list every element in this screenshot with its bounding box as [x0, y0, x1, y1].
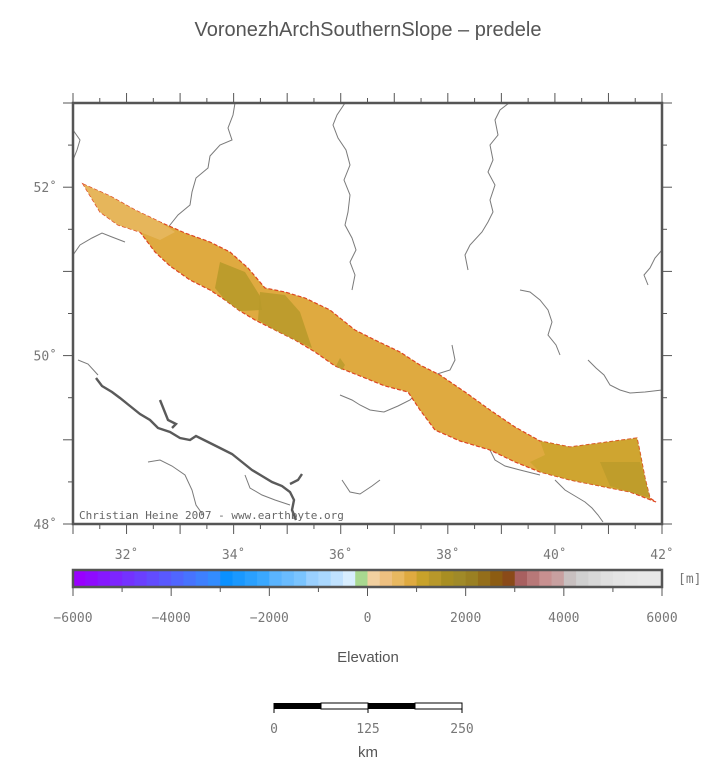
colorbar-cell — [73, 570, 86, 587]
colorbar-tick-label: −6000 — [53, 611, 92, 626]
colorbar-cell — [146, 570, 160, 587]
colorbar-cell — [244, 570, 258, 587]
colorbar-cell — [195, 570, 209, 587]
colorbar-cell — [367, 570, 381, 587]
colorbar-cell — [183, 570, 197, 587]
colorbar-cell — [404, 570, 418, 587]
colorbar-cell — [625, 570, 639, 587]
colorbar-cell — [109, 570, 123, 587]
lon-label: 42˚ — [650, 547, 673, 563]
map-ticks — [63, 93, 672, 534]
colorbar-cell — [134, 570, 148, 587]
colorbar-cell — [330, 570, 344, 587]
longitude-labels: 32˚ 34˚ 36˚ 38˚ 40˚ 42˚ — [115, 547, 674, 563]
colorbar-cell — [588, 570, 602, 587]
colorbar-cell — [465, 570, 479, 587]
lon-label: 34˚ — [222, 547, 245, 563]
map-title: VoronezhArchSouthernSlope – predele — [195, 19, 542, 41]
colorbar: [m] −6000 −4000 −2000 0 2000 4000 6000 Elevati… — [53, 568, 701, 666]
colorbar-cell — [281, 570, 295, 587]
colorbar-cell — [539, 570, 553, 587]
colorbar-cell — [342, 570, 356, 587]
colorbar-cell — [441, 570, 454, 587]
colorbar-cell — [122, 570, 135, 587]
colorbar-tick-label: 6000 — [646, 611, 677, 626]
colorbar-cell — [379, 570, 393, 587]
colorbar-cell — [171, 570, 185, 587]
colorbar-tick-label: −4000 — [152, 611, 191, 626]
colorbar-cell — [477, 570, 491, 587]
colorbar-tick-label: 2000 — [450, 611, 481, 626]
colorbar-cell — [551, 570, 565, 587]
colorbar-cell — [306, 570, 320, 587]
scale-tick-0: 0 — [270, 722, 278, 737]
colorbar-cell — [318, 570, 332, 587]
colorbar-tick-label: −2000 — [250, 611, 289, 626]
colorbar-cell — [453, 570, 467, 587]
colorbar-tick-label: 4000 — [548, 611, 579, 626]
rivers — [72, 102, 663, 523]
colorbar-cell — [637, 570, 651, 587]
lat-label: 52˚ — [34, 180, 57, 196]
scale-tick-1: 125 — [356, 722, 379, 737]
scale-unit: km — [358, 744, 378, 761]
latitude-labels: 52˚ 50˚ 48˚ — [34, 180, 57, 533]
colorbar-cell — [355, 570, 369, 587]
colorbar-cell — [527, 570, 540, 587]
colorbar-cell — [416, 570, 430, 587]
map-frame: Christian Heine 2007 - www.earthbyte.org — [63, 93, 672, 534]
colorbar-cell — [269, 570, 283, 587]
colorbar-cell — [514, 570, 528, 587]
credit-text: Christian Heine 2007 - www.earthbyte.org — [79, 509, 344, 522]
colorbar-cell — [97, 570, 111, 587]
colorbar-cell — [207, 570, 221, 587]
colorbar-cell — [576, 570, 589, 587]
lat-label: 50˚ — [34, 349, 57, 365]
lat-label: 48˚ — [34, 517, 57, 533]
colorbar-cell — [232, 570, 246, 587]
colorbar-cell — [257, 570, 270, 587]
lon-label: 38˚ — [436, 547, 459, 563]
colorbar-cell — [502, 570, 516, 587]
lon-label: 40˚ — [543, 547, 566, 563]
colorbar-unit: [m] — [678, 572, 701, 587]
colorbar-cell — [293, 570, 307, 587]
colorbar-ticks: −6000 −4000 −2000 0 2000 4000 6000 — [53, 587, 678, 626]
border-lines — [95, 377, 303, 521]
colorbar-cell — [563, 570, 577, 587]
colorbar-tick-label: 0 — [364, 611, 372, 626]
colorbar-cell — [649, 570, 663, 587]
colorbar-cell — [392, 570, 405, 587]
region-predele — [81, 182, 657, 503]
lon-label: 36˚ — [329, 547, 352, 563]
colorbar-cell — [158, 570, 172, 587]
colorbar-label: Elevation — [337, 649, 399, 666]
colorbar-cell — [428, 570, 442, 587]
colorbar-cell — [600, 570, 614, 587]
scale-bar: 0 125 250 km — [270, 702, 474, 761]
scale-tick-2: 250 — [450, 722, 473, 737]
colorbar-cell — [490, 570, 504, 587]
colorbar-cell — [85, 570, 99, 587]
colorbar-cell — [612, 570, 626, 587]
colorbar-cell — [220, 570, 234, 587]
lon-label: 32˚ — [115, 547, 138, 563]
